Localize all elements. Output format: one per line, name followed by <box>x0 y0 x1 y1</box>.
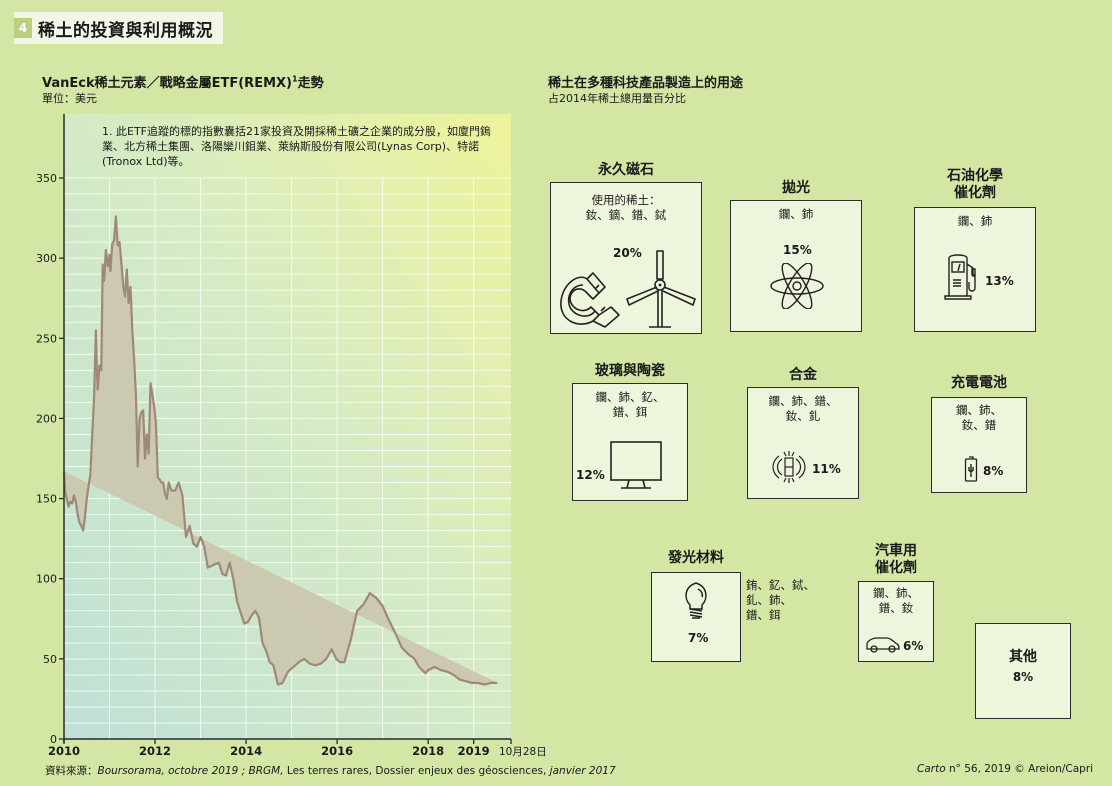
chart-title-suffix: 走勢 <box>297 76 324 91</box>
y-tick-label: 250 <box>36 332 57 345</box>
x-tick-label: 2012 <box>139 744 171 758</box>
category-label-phosphors: 發光材料 <box>668 550 724 566</box>
y-tick-label: 150 <box>36 493 57 506</box>
label-line-1: 石油化學 <box>947 168 1003 184</box>
category-box-polishing: 鑭、鈰 15% <box>730 200 862 332</box>
category-box-alloys: 鑭、鈰、鐠、 釹、釓 11% <box>747 387 859 499</box>
battery-icon <box>964 456 978 482</box>
magnet-icon <box>560 272 620 328</box>
elements-line-2: 鐠、釹 <box>878 601 914 615</box>
category-label-alloys: 合金 <box>789 367 817 383</box>
category-label-batteries: 充電電池 <box>951 375 1007 391</box>
percent-value: 8% <box>1012 670 1034 684</box>
percent-value: 13% <box>985 274 1014 288</box>
category-label-polishing: 拋光 <box>782 180 810 196</box>
source-label: 資料來源： <box>45 765 98 777</box>
elements-line-1: 銪、釔、鋱、 <box>746 578 815 592</box>
category-box-phosphors: 7% <box>651 572 741 662</box>
chart-unit: 單位：美元 <box>42 92 97 105</box>
atom-icon <box>770 263 824 309</box>
elements-line-3: 鐠、鉺 <box>746 608 781 622</box>
section-number-badge: 4 <box>14 18 32 38</box>
car-icon <box>866 637 900 653</box>
y-tick-label: 200 <box>36 412 57 425</box>
credit-publication: Carto <box>917 763 946 775</box>
fuel-pump-icon <box>944 254 976 300</box>
y-tick-label: 0 <box>50 733 57 746</box>
category-box-auto-catalysts: 鑭、鈰、 鐠、釹 6% <box>858 581 934 662</box>
percent-value: 11% <box>812 462 841 476</box>
source-note: 資料來源：Boursorama, octobre 2019 ; BRGM, Le… <box>45 763 616 778</box>
credit-rest: n° 56, 2019 © Areion/Capri <box>945 763 1094 775</box>
category-label-magnets: 永久磁石 <box>598 162 654 178</box>
x-tick-label: 2014 <box>230 744 262 758</box>
percent-value: 6% <box>903 639 924 653</box>
source-ref-1: Boursorama, octobre 2019 ; BRGM, <box>97 765 284 777</box>
elements-line-1: 鑭、鈰、 <box>956 403 1002 417</box>
source-date: janvier 2017 <box>546 765 616 777</box>
axes: 0 50 100 150 200 250 300 350 2010 2012 2014 2016 201… <box>36 114 547 758</box>
percent-value: 20% <box>613 246 642 260</box>
label-line-2: 催化劑 <box>875 560 917 576</box>
percent-value: 8% <box>983 464 1004 478</box>
elements-heading: 使用的稀土： <box>591 193 661 207</box>
percent-value: 7% <box>688 631 709 645</box>
section-title: 4 稀土的投資與利用概況 <box>14 12 223 44</box>
category-box-batteries: 鑭、鈰、 釹、鐠 8% <box>931 397 1027 493</box>
y-tick-label: 350 <box>36 172 57 185</box>
category-label-petrochem: 石油化學 催化劑 <box>914 168 1036 202</box>
category-box-glass-ceramics: 鑭、鈰、釔、 鐠、鉺 12% <box>572 383 688 501</box>
y-tick-label: 100 <box>36 573 57 586</box>
elements-line-1: 鑭、鈰、釔、 <box>595 390 665 404</box>
x-tick-label: 2010 <box>48 744 80 758</box>
uses-subtitle: 占2014年稀土總用量百分比 <box>548 92 686 105</box>
light-bulb-icon <box>685 582 707 619</box>
wind-turbine-icon <box>626 250 696 328</box>
category-box-other: 其他 8% <box>975 623 1071 719</box>
x-tick-label-end-date: 10月28日 <box>499 746 547 758</box>
label-line-2: 催化劑 <box>954 185 996 201</box>
magnetic-field-icon <box>772 451 806 483</box>
elements-list: 釹、鏑、鐠、鋱 <box>585 208 667 222</box>
etf-price-chart: 0 50 100 150 200 250 300 350 2010 2012 2014 2016 201… <box>36 114 547 758</box>
chart-title-text: VanEck稀土元素／戰略金屬ETF(REMX) <box>42 76 292 91</box>
footnote-marker: 1 <box>291 74 298 84</box>
y-tick-label: 300 <box>36 252 57 265</box>
elements-line-2: 釹、釓 <box>785 409 821 423</box>
uses-title: 稀土在多種科技產品製造上的用途 <box>548 76 744 91</box>
x-tick-label: 2019 <box>458 744 490 758</box>
x-tick-label: 2016 <box>321 744 353 758</box>
elements-list: 鑭、鈰 <box>957 214 993 228</box>
chart-title: VanEck稀土元素／戰略金屬ETF(REMX)1走勢 <box>42 72 324 91</box>
category-label-glass-ceramics: 玻璃與陶瓷 <box>595 363 665 379</box>
source-ref-2: Les terres rares, Dossier enjeux des géo… <box>283 765 547 777</box>
elements-line-1: 鑭、鈰、 <box>873 586 919 600</box>
elements-line-2: 鐠、鉺 <box>612 405 648 419</box>
elements-list: 鑭、鈰 <box>778 207 814 221</box>
credit-line: Carto n° 56, 2019 © Areion/Capri <box>917 763 1093 775</box>
percent-value: 15% <box>783 243 812 257</box>
price-line <box>62 215 498 686</box>
category-label-other: 其他 <box>1009 649 1037 665</box>
elements-line-2: 釹、鐠 <box>961 418 997 432</box>
section-heading: 稀土的投資與利用概況 <box>38 20 213 41</box>
chart-footnote: 1. 此ETF追蹤的標的指數囊括21家投資及開採稀土礦之企業的成分股，如廈門鎢業… <box>102 125 491 168</box>
monitor-icon <box>610 441 662 489</box>
phosphors-elements: 銪、釔、鋱、 釓、鈰、 鐠、鉺 <box>746 578 815 623</box>
label-line-1: 汽車用 <box>875 543 917 559</box>
category-box-magnets: 使用的稀土： 釹、鏑、鐠、鋱 20% <box>550 182 702 334</box>
x-tick-label: 2018 <box>412 744 444 758</box>
category-box-petrochem: 鑭、鈰 13% <box>914 207 1036 332</box>
elements-line-1: 鑭、鈰、鐠、 <box>768 394 838 408</box>
percent-value: 12% <box>576 468 605 482</box>
elements-line-2: 釓、鈰、 <box>746 593 792 607</box>
y-tick-label: 50 <box>43 653 57 666</box>
category-label-auto-catalysts: 汽車用 催化劑 <box>858 543 934 577</box>
